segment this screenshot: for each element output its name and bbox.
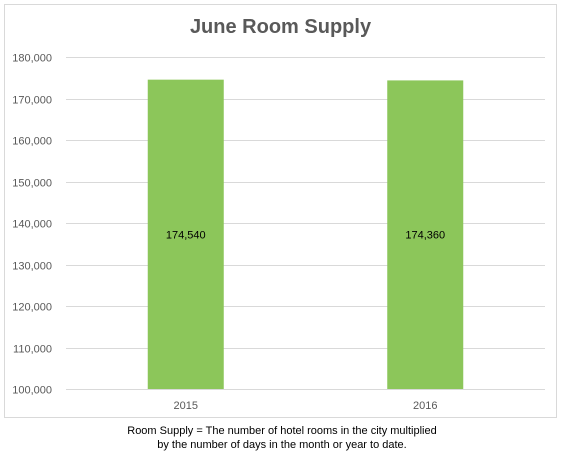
bar — [147, 79, 224, 389]
y-tick-label: 160,000 — [12, 136, 52, 148]
y-tick-label: 110,000 — [13, 344, 52, 356]
y-tick-label: 140,000 — [12, 219, 52, 231]
y-tick-label: 170,000 — [12, 95, 52, 107]
bar — [387, 80, 464, 389]
data-label: 174,540 — [166, 229, 206, 241]
x-tick-label: 2016 — [413, 400, 437, 412]
footnote-line-1: Room Supply = The number of hotel rooms … — [127, 425, 437, 437]
y-tick-label: 150,000 — [12, 178, 52, 190]
chart-title: June Room Supply — [189, 16, 372, 38]
y-tick-label: 130,000 — [12, 261, 52, 273]
data-label: 174,360 — [405, 230, 445, 242]
footnote: Room Supply = The number of hotel rooms … — [0, 424, 564, 452]
y-tick-label: 100,000 — [12, 385, 52, 397]
y-tick-label: 180,000 — [12, 53, 52, 65]
footnote-line-2: by the number of days in the month or ye… — [157, 439, 407, 451]
y-tick-label: 120,000 — [12, 302, 52, 314]
x-tick-label: 2015 — [174, 400, 198, 412]
